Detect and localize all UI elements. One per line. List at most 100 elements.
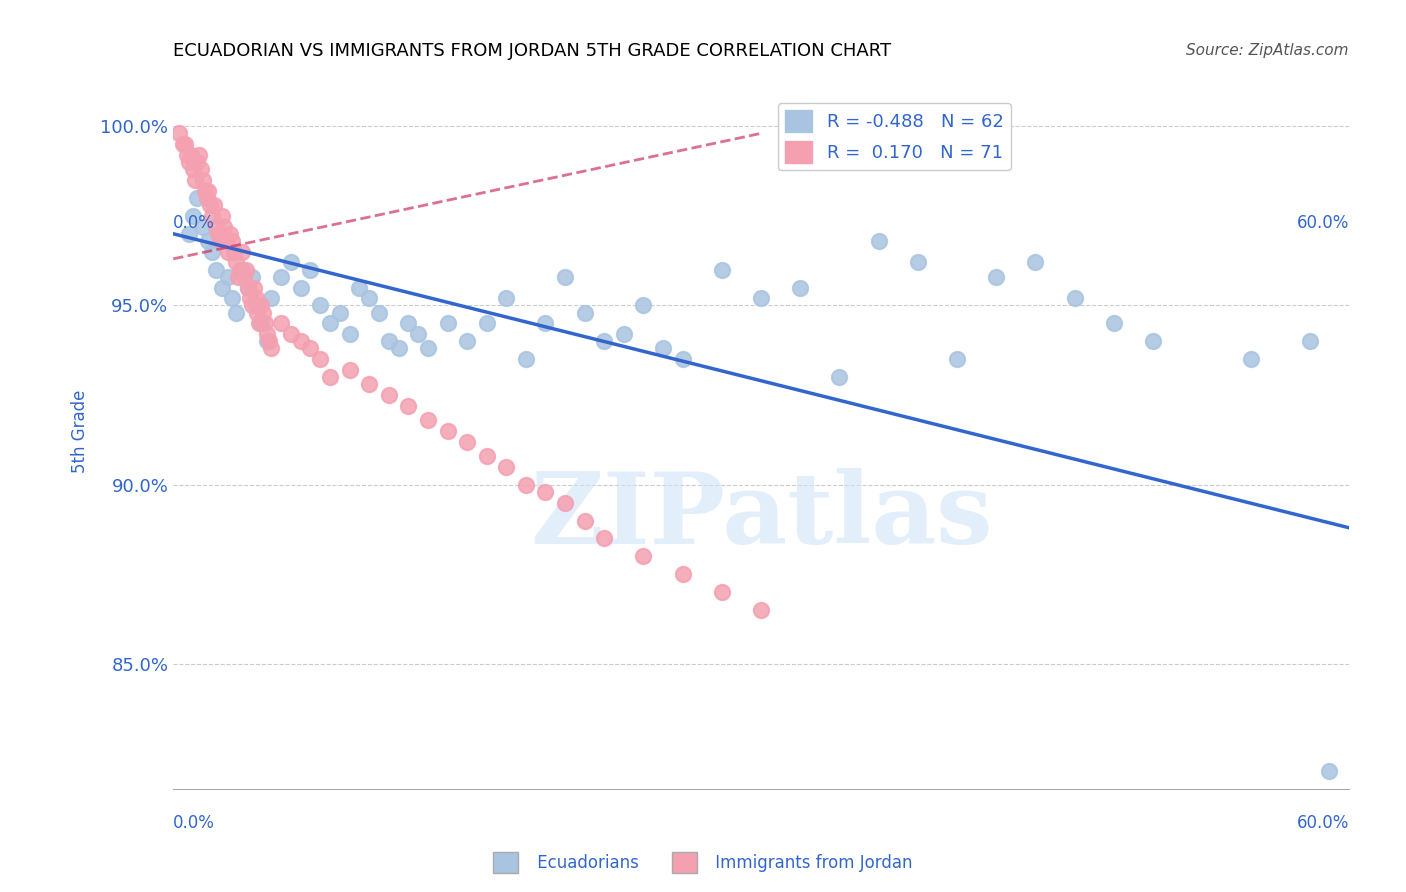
Point bbox=[246, 305, 269, 319]
Point bbox=[387, 342, 409, 356]
Point bbox=[515, 352, 537, 367]
Point bbox=[212, 219, 235, 234]
Point bbox=[191, 219, 214, 234]
Point bbox=[672, 352, 695, 367]
Point bbox=[211, 280, 233, 294]
Point bbox=[593, 532, 616, 546]
Point bbox=[239, 291, 262, 305]
Point bbox=[176, 148, 198, 162]
Point bbox=[613, 327, 636, 342]
Point bbox=[828, 370, 851, 384]
Point bbox=[280, 255, 302, 269]
Point bbox=[225, 255, 247, 269]
Point bbox=[299, 342, 322, 356]
Point bbox=[221, 291, 243, 305]
Point bbox=[235, 262, 257, 277]
Point bbox=[339, 363, 361, 377]
Point bbox=[236, 280, 259, 294]
Point bbox=[200, 198, 222, 212]
Point bbox=[574, 514, 596, 528]
Point bbox=[907, 255, 929, 269]
Point bbox=[256, 327, 278, 342]
Point bbox=[215, 234, 238, 248]
Point bbox=[309, 352, 332, 367]
Point bbox=[205, 219, 228, 234]
Point bbox=[1298, 334, 1320, 349]
Point bbox=[456, 434, 478, 449]
Legend: R = -0.488   N = 62, R =  0.170   N = 71: R = -0.488 N = 62, R = 0.170 N = 71 bbox=[778, 103, 1011, 170]
Point bbox=[217, 269, 239, 284]
Text: 0.0%: 0.0% bbox=[173, 214, 215, 232]
Legend:  Ecuadorians,  Immigrants from Jordan: Ecuadorians, Immigrants from Jordan bbox=[486, 846, 920, 880]
Point bbox=[1024, 255, 1046, 269]
Point bbox=[329, 305, 352, 319]
Text: ECUADORIAN VS IMMIGRANTS FROM JORDAN 5TH GRADE CORRELATION CHART: ECUADORIAN VS IMMIGRANTS FROM JORDAN 5TH… bbox=[173, 42, 891, 60]
Point bbox=[195, 191, 218, 205]
Point bbox=[475, 317, 498, 331]
Point bbox=[1240, 352, 1263, 367]
Point bbox=[231, 262, 253, 277]
Point bbox=[436, 424, 458, 438]
Point bbox=[515, 477, 537, 491]
Point bbox=[186, 191, 208, 205]
Point bbox=[290, 280, 312, 294]
Point bbox=[252, 305, 274, 319]
Point bbox=[368, 305, 391, 319]
Y-axis label: 5th Grade: 5th Grade bbox=[72, 389, 89, 473]
Point bbox=[377, 388, 399, 402]
Point bbox=[349, 280, 371, 294]
Point bbox=[270, 269, 292, 284]
Point bbox=[309, 298, 332, 312]
Point bbox=[209, 234, 232, 248]
Point bbox=[254, 317, 277, 331]
Text: ZIPatlas: ZIPatlas bbox=[530, 468, 993, 566]
Point bbox=[242, 280, 264, 294]
Point bbox=[245, 291, 267, 305]
Point bbox=[672, 567, 695, 582]
Point bbox=[270, 317, 292, 331]
Point bbox=[260, 291, 283, 305]
Point bbox=[495, 291, 517, 305]
Point bbox=[710, 262, 733, 277]
Point bbox=[652, 342, 675, 356]
Point bbox=[202, 198, 225, 212]
Text: 60.0%: 60.0% bbox=[1296, 214, 1348, 232]
Point bbox=[299, 262, 322, 277]
Text: 60.0%: 60.0% bbox=[1296, 814, 1348, 832]
Point bbox=[180, 148, 202, 162]
Text: 0.0%: 0.0% bbox=[173, 814, 215, 832]
Point bbox=[167, 127, 190, 141]
Point bbox=[193, 184, 215, 198]
Point bbox=[456, 334, 478, 349]
Point bbox=[359, 291, 381, 305]
Point bbox=[245, 298, 267, 312]
Point bbox=[205, 262, 228, 277]
Point bbox=[359, 377, 381, 392]
Point bbox=[710, 585, 733, 599]
Point bbox=[633, 298, 655, 312]
Point bbox=[250, 317, 273, 331]
Point bbox=[207, 227, 229, 241]
Point bbox=[260, 342, 283, 356]
Point bbox=[789, 280, 811, 294]
Point bbox=[222, 244, 245, 259]
Point bbox=[593, 334, 616, 349]
Point bbox=[225, 305, 247, 319]
Point bbox=[191, 173, 214, 187]
Point bbox=[984, 269, 1007, 284]
Point bbox=[211, 209, 233, 223]
Point bbox=[219, 227, 242, 241]
Point bbox=[554, 269, 576, 284]
Point bbox=[377, 334, 399, 349]
Point bbox=[416, 413, 439, 427]
Point bbox=[554, 495, 576, 509]
Point bbox=[749, 603, 772, 617]
Point bbox=[226, 269, 249, 284]
Point bbox=[172, 137, 194, 152]
Point bbox=[187, 148, 209, 162]
Point bbox=[1317, 764, 1340, 779]
Point bbox=[280, 327, 302, 342]
Point bbox=[633, 549, 655, 564]
Point bbox=[249, 317, 271, 331]
Text: Source: ZipAtlas.com: Source: ZipAtlas.com bbox=[1187, 43, 1348, 58]
